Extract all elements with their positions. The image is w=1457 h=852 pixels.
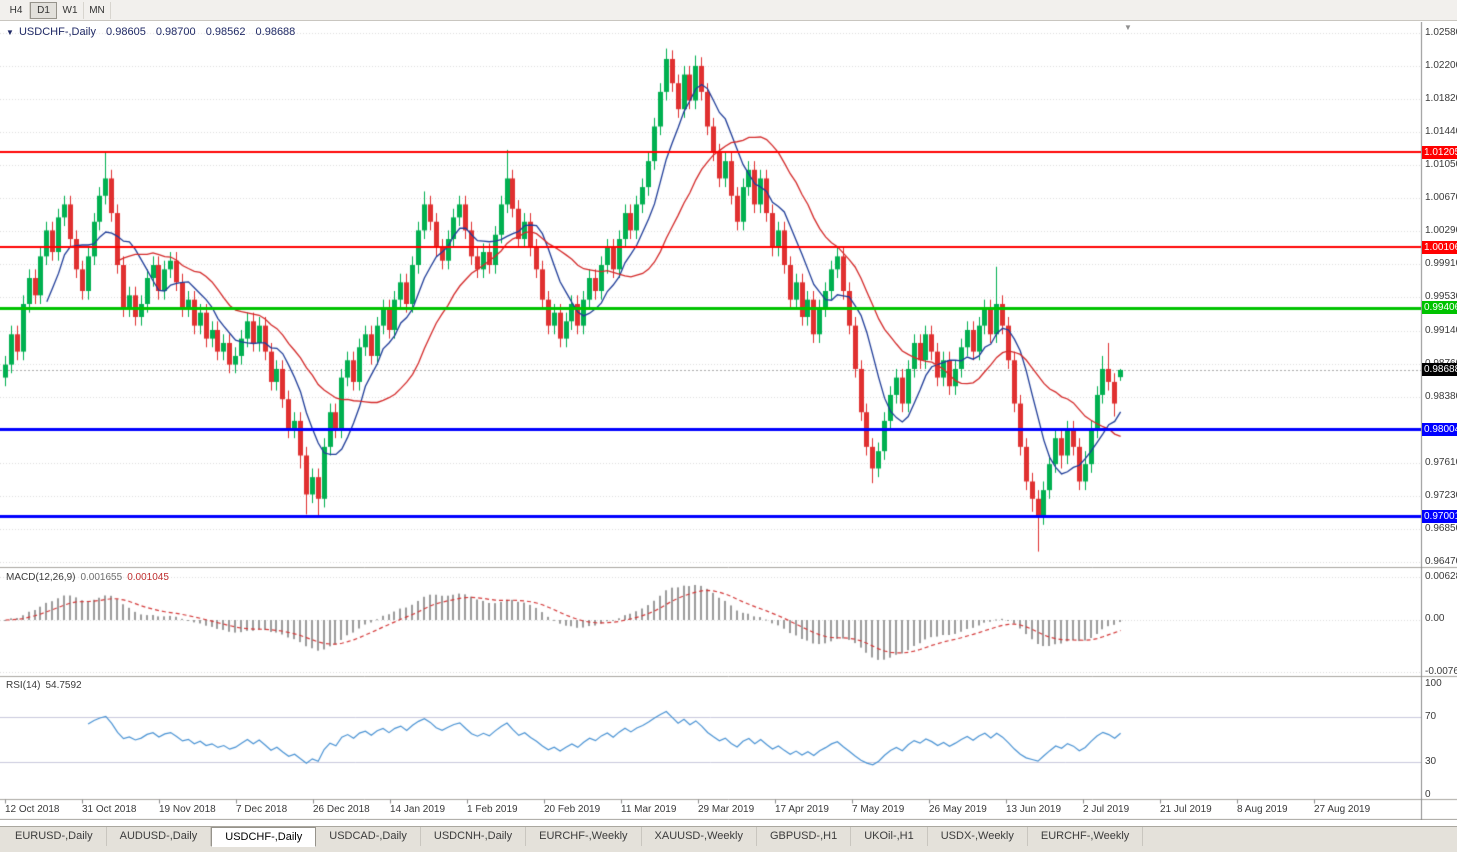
chart-tab-usdx-weekly[interactable]: USDX-,Weekly — [928, 827, 1028, 846]
price-axis-label: 1.01820 — [1425, 92, 1457, 104]
chart-tab-usdcnh-daily[interactable]: USDCNH-,Daily — [421, 827, 527, 846]
chart-tab-usdchf-daily[interactable]: USDCHF-,Daily — [211, 827, 317, 847]
chart-tab-usdcad-daily[interactable]: USDCAD-,Daily — [316, 827, 421, 846]
macd-signal-value: 0.001045 — [127, 572, 169, 583]
date-axis-label: 12 Oct 2018 — [5, 804, 60, 815]
price-line-tag: 1.01205 — [1422, 146, 1457, 159]
date-axis-label: 1 Feb 2019 — [467, 804, 518, 815]
date-axis-label: 17 Apr 2019 — [775, 804, 829, 815]
ohlc-open-value: 0.98605 — [106, 26, 146, 38]
price-axis-label: 1.01050 — [1425, 159, 1457, 171]
timeframe-toolbar: H4 D1 W1 MN — [0, 0, 1457, 21]
chart-tab-bar: EURUSD-,Daily AUDUSD-,Daily USDCHF-,Daily U… — [0, 826, 1457, 852]
timeframe-button-mn[interactable]: MN — [84, 1, 111, 19]
chart-tab-eurchf-weekly[interactable]: EURCHF-,Weekly — [526, 827, 642, 846]
date-axis-label: 26 Dec 2018 — [313, 804, 370, 815]
chart-tab-xauusd-weekly[interactable]: XAUUSD-,Weekly — [642, 827, 757, 846]
chart-tab-eurusd-daily[interactable]: EURUSD-,Daily — [2, 827, 107, 846]
macd-axis-label: 0.00 — [1425, 613, 1445, 624]
timeframe-button-w1[interactable]: W1 — [57, 1, 84, 19]
price-line-tag: 0.98004 — [1422, 423, 1457, 436]
rsi-indicator-label: RSI(14) 54.7592 — [6, 680, 82, 691]
rsi-axis-label: 30 — [1425, 755, 1437, 767]
date-axis-label: 11 Mar 2019 — [621, 804, 677, 815]
date-axis-label: 14 Jan 2019 — [390, 804, 446, 815]
price-line-tag: 0.97001 — [1422, 510, 1457, 523]
rsi-name: RSI(14) — [6, 680, 41, 691]
price-line-tag: 0.99406 — [1422, 301, 1457, 314]
price-axis-label: 1.00670 — [1425, 192, 1457, 204]
chart-dropdown-icon[interactable]: ▼ — [6, 28, 14, 37]
macd-indicator-label: MACD(12,26,9) 0.001655 0.001045 — [6, 572, 169, 583]
macd-axis-label: -0.007625 — [1425, 666, 1457, 677]
timeframe-button-h4[interactable]: H4 — [3, 1, 30, 19]
chart-title: ▼ USDCHF-,Daily 0.98605 0.98700 0.98562 … — [6, 26, 302, 38]
date-axis-label: 2 Jul 2019 — [1083, 804, 1130, 815]
date-axis-label: 13 Jun 2019 — [1006, 804, 1062, 815]
ohlc-close-value: 0.98688 — [255, 26, 296, 38]
date-axis-label: 7 May 2019 — [852, 804, 905, 815]
date-axis-label: 7 Dec 2018 — [236, 804, 288, 815]
date-axis-label: 29 Mar 2019 — [698, 804, 755, 815]
rsi-axis-label: 100 — [1425, 677, 1442, 689]
date-axis-label: 31 Oct 2018 — [82, 804, 137, 815]
price-line-tag: 1.00106 — [1422, 241, 1457, 254]
price-axis-label: 1.02200 — [1425, 59, 1457, 71]
chart-shift-marker-icon[interactable]: ▼ — [1124, 23, 1132, 32]
ohlc-low-value: 0.98562 — [205, 26, 246, 38]
price-axis-label: 1.02580 — [1425, 27, 1457, 38]
ohlc-high-value: 0.98700 — [155, 26, 196, 38]
date-axis-label: 21 Jul 2019 — [1160, 804, 1212, 815]
chart-tab-gbpusd-h1[interactable]: GBPUSD-,H1 — [757, 827, 852, 846]
macd-axis-label: 0.006286 — [1425, 571, 1457, 582]
macd-name: MACD(12,26,9) — [6, 572, 76, 583]
chart-tab-eurchf-weekly[interactable]: EURCHF-,Weekly — [1028, 827, 1144, 846]
rsi-value: 54.7592 — [45, 680, 82, 691]
chart-tab-audusd-daily[interactable]: AUDUSD-,Daily — [107, 827, 212, 846]
chart-canvas[interactable] — [0, 22, 1457, 820]
date-axis-label: 20 Feb 2019 — [544, 804, 601, 815]
chart-tab-ukoil-h1[interactable]: UKOil-,H1 — [851, 827, 928, 846]
date-axis-label: 26 May 2019 — [929, 804, 987, 815]
macd-main-value: 0.001655 — [80, 572, 123, 583]
rsi-axis-label: 70 — [1425, 710, 1437, 722]
date-axis-label: 8 Aug 2019 — [1237, 804, 1288, 815]
price-axis-label: 1.01440 — [1425, 125, 1457, 137]
timeframe-button-d1[interactable]: D1 — [30, 1, 57, 19]
chart-symbol-label: USDCHF-,Daily — [18, 26, 96, 38]
current-price-tag: 0.98688 — [1422, 363, 1457, 376]
date-axis-label: 19 Nov 2018 — [159, 804, 216, 815]
rsi-axis-label: 0 — [1425, 789, 1431, 800]
date-axis-label: 27 Aug 2019 — [1314, 804, 1371, 815]
